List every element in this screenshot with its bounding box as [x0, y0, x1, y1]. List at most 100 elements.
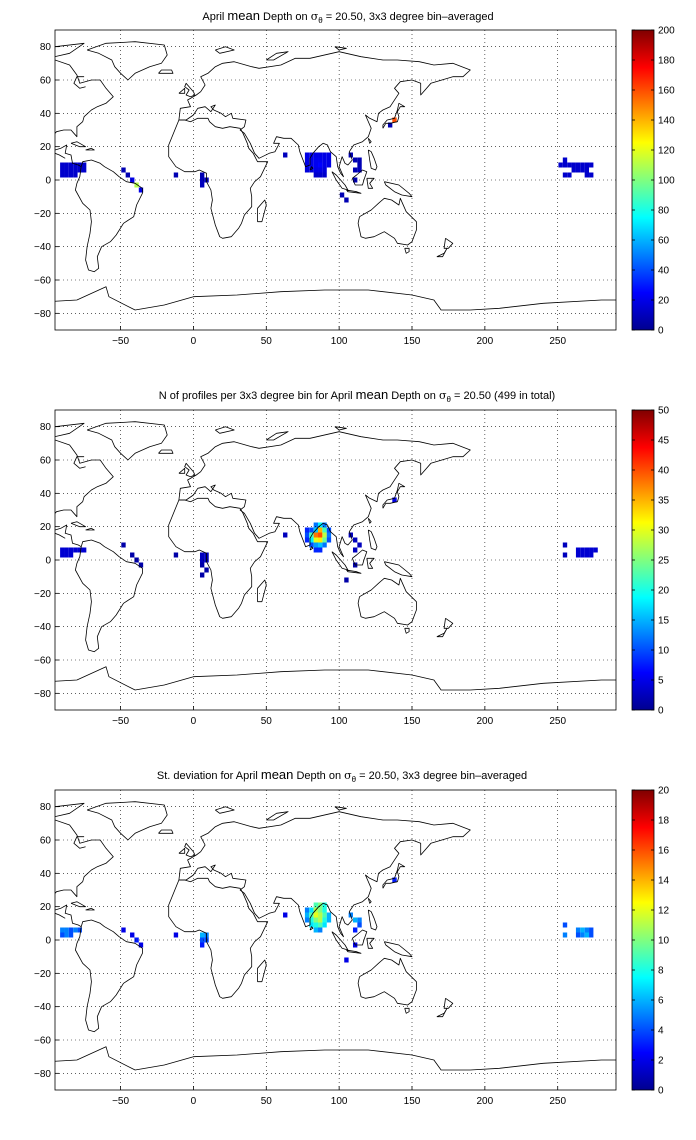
data-cell — [352, 157, 358, 163]
data-cell — [567, 162, 572, 168]
data-cell — [322, 527, 327, 533]
y-tick-label: 60 — [40, 836, 52, 847]
colorbar-tick-label: 5 — [658, 676, 664, 687]
data-cell — [77, 167, 82, 173]
coastline — [351, 169, 368, 186]
y-tick-label: 0 — [45, 176, 51, 187]
data-cell — [318, 902, 323, 908]
coastline — [367, 529, 378, 551]
colorbar-tick-label: 15 — [658, 616, 670, 627]
data-cell — [313, 917, 319, 923]
data-cell — [357, 917, 362, 923]
data-cell — [322, 522, 327, 528]
y-tick-label: −80 — [34, 1069, 51, 1080]
coastline — [184, 842, 196, 858]
coastline — [178, 467, 186, 474]
coastline — [257, 579, 267, 603]
coastline — [366, 937, 375, 949]
data-cell — [304, 912, 310, 918]
coastline — [168, 497, 269, 619]
data-cell — [73, 927, 78, 933]
data-cell — [309, 167, 314, 173]
coastline — [383, 561, 413, 578]
data-cell — [318, 537, 323, 543]
data-cell — [352, 167, 358, 173]
y-tick-label: −40 — [34, 242, 51, 253]
x-tick-label: −50 — [112, 1096, 129, 1107]
x-tick-label: 50 — [261, 1096, 273, 1107]
colorbar-tick-label: 40 — [658, 466, 670, 477]
coastline — [404, 247, 410, 254]
data-cell — [199, 942, 205, 948]
x-tick-label: 250 — [549, 336, 566, 347]
data-cell — [562, 172, 568, 178]
coastline — [436, 1007, 448, 1018]
y-tick-label: 80 — [40, 42, 52, 53]
coastline — [85, 147, 95, 151]
coastline — [266, 431, 289, 441]
coastline — [70, 901, 86, 908]
data-cell — [309, 537, 314, 543]
data-cell — [130, 552, 135, 558]
x-tick-label: 0 — [191, 716, 197, 727]
data-cell — [313, 522, 319, 528]
data-cell — [318, 162, 323, 168]
data-cell — [352, 927, 358, 933]
colorbar-tick-label: 12 — [658, 906, 670, 917]
data-cell — [326, 152, 332, 158]
colorbar-tick-label: 60 — [658, 236, 670, 247]
x-tick-label: 250 — [549, 1096, 566, 1107]
data-cell — [584, 552, 590, 558]
y-tick-label: −20 — [34, 209, 51, 220]
coastline — [215, 46, 235, 54]
data-cell — [304, 527, 310, 533]
data-cell — [326, 912, 332, 918]
y-tick-label: −20 — [34, 589, 51, 600]
data-cell — [318, 157, 323, 163]
colorbar-tick-label: 4 — [658, 1026, 664, 1037]
y-tick-label: −40 — [34, 622, 51, 633]
data-cell — [352, 537, 358, 543]
data-cell — [304, 167, 310, 173]
coastline — [382, 482, 406, 509]
data-cell — [318, 912, 323, 918]
data-cell — [318, 522, 323, 528]
data-cell — [68, 547, 74, 553]
y-tick-label: 40 — [40, 109, 52, 120]
y-tick-label: 40 — [40, 869, 52, 880]
y-tick-label: −60 — [34, 656, 51, 667]
data-cell — [77, 547, 82, 553]
data-cell — [138, 187, 144, 193]
data-cell — [313, 927, 319, 933]
colorbar-tick-label: 6 — [658, 996, 664, 1007]
data-cell — [313, 167, 319, 173]
data-cell — [134, 182, 139, 188]
data-cell — [204, 567, 209, 573]
data-cell — [313, 152, 319, 158]
data-cell — [81, 162, 87, 168]
data-cell — [322, 172, 327, 178]
data-cell — [134, 557, 139, 563]
colorbar-tick-label: 10 — [658, 936, 670, 947]
data-cell — [199, 552, 205, 558]
coastline — [85, 527, 95, 531]
data-cell — [322, 917, 327, 923]
data-cell — [580, 927, 585, 933]
data-cell — [562, 157, 568, 163]
coastline — [382, 862, 406, 889]
data-cell — [589, 547, 594, 553]
data-cell — [318, 927, 323, 933]
data-cell — [387, 122, 393, 128]
coastline — [309, 166, 314, 171]
data-cell — [562, 922, 568, 928]
x-tick-label: 0 — [191, 336, 197, 347]
y-tick-label: 0 — [45, 556, 51, 567]
data-cell — [322, 907, 327, 913]
coastline — [357, 577, 417, 626]
data-cell — [199, 557, 205, 563]
colorbar-tick-label: 35 — [658, 496, 670, 507]
data-cell — [313, 172, 319, 178]
data-cell — [81, 547, 87, 553]
data-cell — [575, 552, 581, 558]
coastline — [367, 138, 372, 144]
